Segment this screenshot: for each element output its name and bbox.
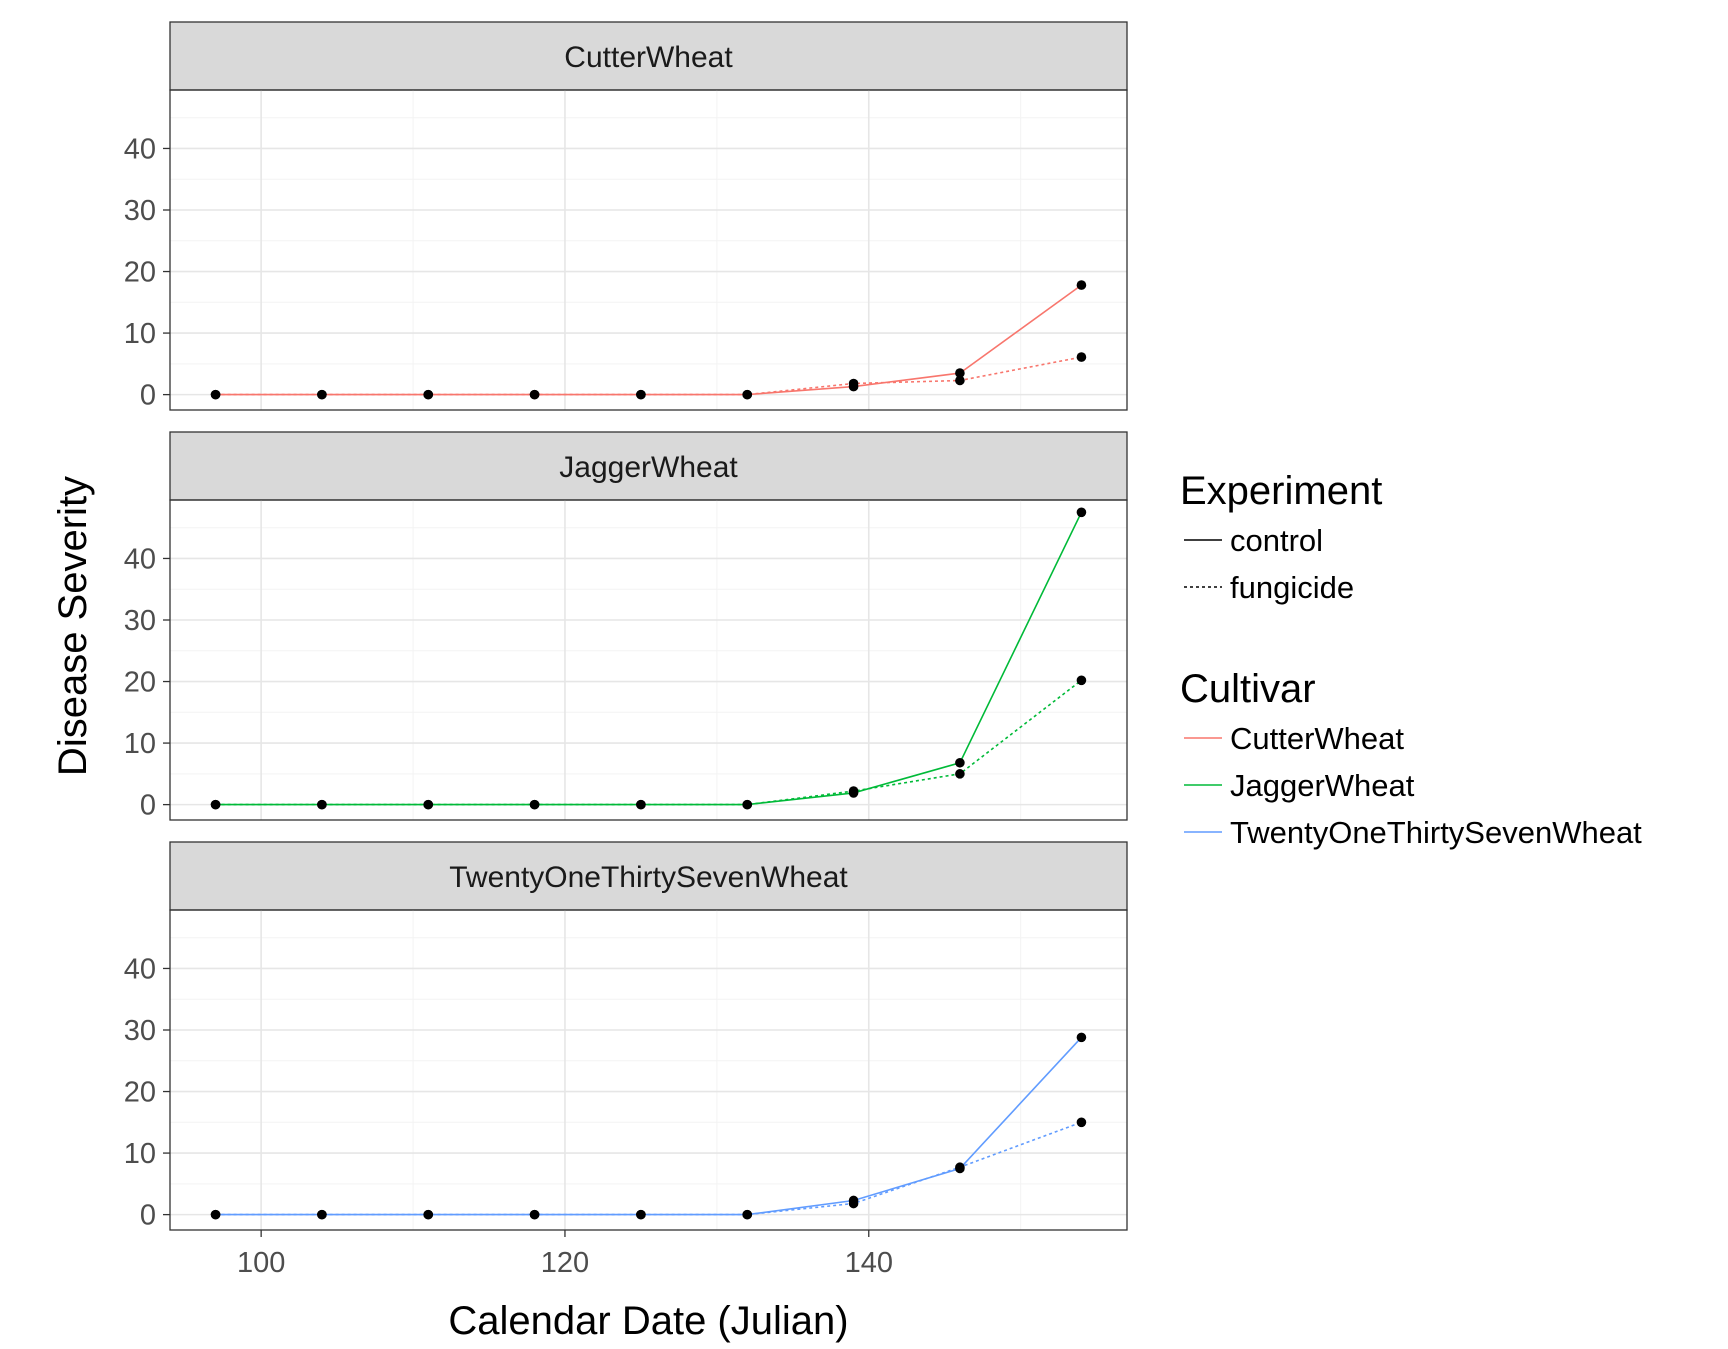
- legend-cultivar-title: Cultivar: [1180, 667, 1316, 711]
- facet-strip: [169, 431, 1128, 501]
- series-line-fungicide: [215, 356, 1082, 396]
- data-point: [317, 389, 327, 400]
- x-tick-label: 100: [237, 1247, 285, 1279]
- data-point: [423, 1209, 434, 1220]
- data-point: [742, 799, 753, 810]
- data-point: [742, 1209, 753, 1220]
- series-line-control: [215, 284, 1082, 396]
- facet-title: CutterWheat: [564, 41, 733, 74]
- legend-label: TwentyOneThirtySevenWheat: [1230, 815, 1642, 850]
- y-tick-label: 10: [124, 728, 156, 760]
- data-point: [317, 1209, 327, 1220]
- data-point: [529, 1209, 540, 1220]
- data-point: [317, 799, 327, 810]
- y-tick-label: 0: [140, 380, 156, 412]
- data-point: [848, 1198, 859, 1209]
- y-tick-label: 20: [124, 667, 156, 699]
- panel-border: [169, 499, 1128, 821]
- data-point: [848, 786, 859, 796]
- y-tick-label: 20: [124, 257, 156, 289]
- y-tick-label: 20: [124, 1077, 156, 1109]
- data-point: [636, 1209, 646, 1220]
- legend-label: control: [1230, 523, 1323, 558]
- x-tick-label: 120: [541, 1247, 589, 1279]
- legend-label: CutterWheat: [1230, 721, 1404, 756]
- y-tick-label: 0: [140, 790, 156, 822]
- data-point: [1076, 1032, 1087, 1043]
- y-axis-title: Disease Severity: [51, 476, 95, 776]
- facet-strip: [169, 21, 1128, 91]
- data-point: [848, 378, 859, 389]
- data-point: [1076, 352, 1087, 362]
- panel-border: [169, 909, 1128, 1231]
- legend-label: JaggerWheat: [1230, 768, 1415, 803]
- data-point: [210, 799, 221, 810]
- y-tick-label: 40: [124, 953, 156, 985]
- data-point: [423, 389, 434, 400]
- data-point: [955, 368, 965, 378]
- x-tick-label: 140: [845, 1247, 893, 1279]
- data-point: [955, 1162, 965, 1173]
- y-tick-label: 40: [124, 543, 156, 575]
- data-point: [1076, 507, 1087, 518]
- series-line-fungicide: [215, 1121, 1082, 1216]
- data-point: [529, 799, 540, 810]
- legend-experiment-title: Experiment: [1180, 469, 1382, 513]
- y-tick-label: 0: [140, 1200, 156, 1232]
- facet-title: JaggerWheat: [559, 451, 738, 484]
- data-point: [1076, 1117, 1087, 1128]
- y-tick-label: 10: [124, 1138, 156, 1170]
- series-line-control: [215, 511, 1083, 806]
- y-tick-label: 30: [124, 195, 156, 227]
- facet-strip: [169, 841, 1128, 911]
- data-point: [636, 389, 646, 400]
- data-point: [423, 799, 434, 810]
- data-point: [1076, 280, 1087, 290]
- data-point: [742, 389, 753, 400]
- y-tick-label: 40: [124, 133, 156, 165]
- data-point: [955, 769, 965, 779]
- panel-border: [169, 89, 1128, 411]
- y-tick-label: 30: [124, 605, 156, 637]
- legend-label: fungicide: [1230, 570, 1354, 605]
- data-point: [210, 1209, 221, 1220]
- data-point: [636, 799, 646, 810]
- y-tick-label: 30: [124, 1015, 156, 1047]
- data-point: [210, 389, 221, 400]
- series-line-control: [215, 1036, 1082, 1216]
- y-tick-label: 10: [124, 318, 156, 350]
- series-line-fungicide: [215, 679, 1082, 806]
- x-axis-title: Calendar Date (Julian): [448, 1299, 848, 1343]
- data-point: [955, 757, 965, 768]
- facet-title: TwentyOneThirtySevenWheat: [449, 861, 848, 894]
- data-point: [529, 389, 540, 400]
- data-point: [955, 375, 965, 386]
- data-point: [1076, 675, 1087, 686]
